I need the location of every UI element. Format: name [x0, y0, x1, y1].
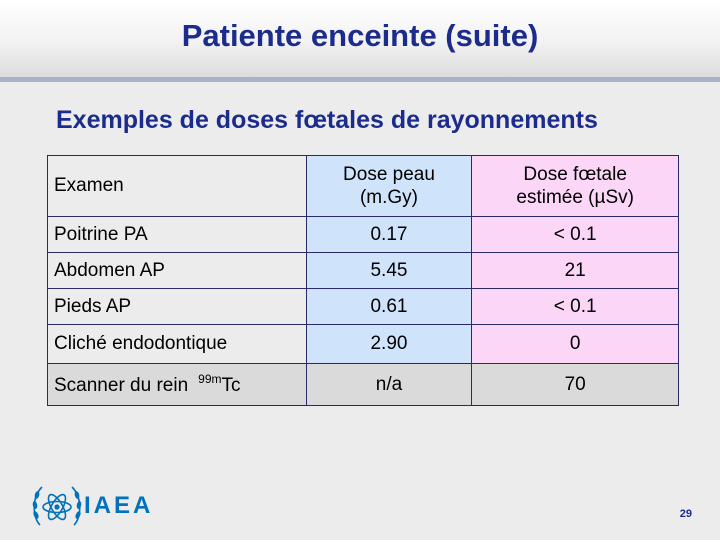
- table-header-row: Examen Dose peau (m.Gy) Dose fœtale esti…: [47, 155, 679, 217]
- header-fetal-dose: Dose fœtale estimée (µSv): [471, 155, 679, 217]
- table-row: Scanner du rein 99mTc n/a 70: [47, 363, 679, 406]
- table-row: Poitrine PA 0.17 < 0.1: [47, 216, 679, 253]
- table-row: Cliché endodontique 2.90 0: [47, 324, 679, 364]
- fetal-dose-cell: 21: [471, 252, 679, 289]
- header-skin-dose-line2: (m.Gy): [359, 187, 418, 208]
- exam-cell: Abdomen AP: [47, 252, 307, 289]
- skin-dose-cell: 5.45: [305, 252, 473, 289]
- skin-dose-cell: n/a: [305, 363, 473, 406]
- skin-dose-cell: 2.90: [305, 324, 473, 364]
- header-skin-dose-line1: Dose peau: [343, 164, 435, 185]
- skin-dose-cell: 0.61: [305, 288, 473, 325]
- header-fetal-dose-line2: estimée (µSv): [516, 187, 634, 208]
- page-number: 29: [679, 508, 692, 520]
- header-skin-dose: Dose peau (m.Gy): [305, 155, 473, 217]
- fetal-dose-table: Examen Dose peau (m.Gy) Dose fœtale esti…: [47, 155, 679, 406]
- iaea-atom-laurel-icon: [32, 486, 82, 526]
- exam-name: Scanner du rein: [54, 375, 189, 396]
- fetal-dose-cell: 70: [471, 363, 679, 406]
- header-fetal-dose-line1: Dose fœtale: [523, 164, 627, 185]
- title-bar: Patiente enceinte (suite): [0, 0, 720, 82]
- fetal-dose-cell: 0: [471, 324, 679, 364]
- isotope-mass-number: 99m: [198, 372, 222, 386]
- exam-cell: Cliché endodontique: [47, 324, 307, 364]
- fetal-dose-cell: < 0.1: [471, 216, 679, 253]
- header-examen: Examen: [47, 155, 307, 217]
- exam-cell: Poitrine PA: [47, 216, 307, 253]
- isotope-symbol: Tc: [221, 375, 241, 396]
- exam-cell: Pieds AP: [47, 288, 307, 325]
- slide-title: Patiente enceinte (suite): [181, 18, 539, 53]
- fetal-dose-cell: < 0.1: [471, 288, 679, 325]
- slide-subtitle: Exemples de doses fœtales de rayonnement…: [56, 106, 598, 134]
- table-row: Abdomen AP 5.45 21: [47, 252, 679, 289]
- skin-dose-cell: 0.17: [305, 216, 473, 253]
- iaea-logo-text: IAEA: [84, 492, 154, 519]
- table-row: Pieds AP 0.61 < 0.1: [47, 288, 679, 325]
- exam-cell: Scanner du rein 99mTc: [47, 363, 307, 406]
